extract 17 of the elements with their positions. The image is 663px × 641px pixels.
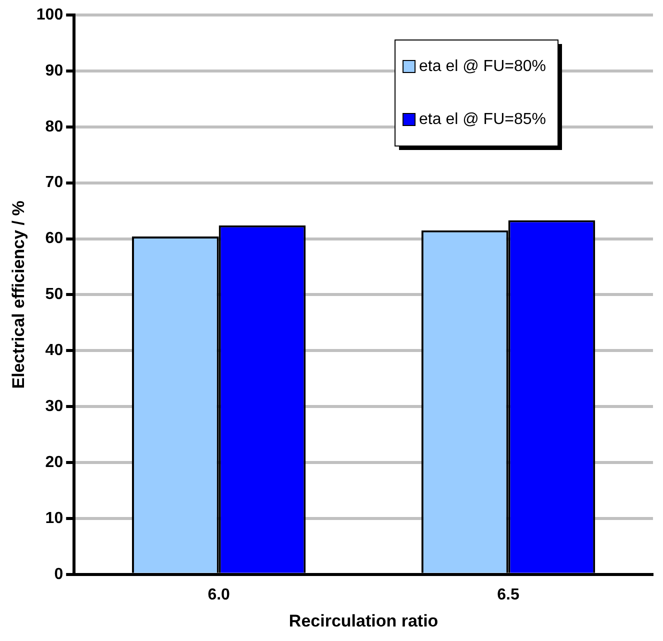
x-tick-label: 6.5 (497, 586, 520, 604)
y-tick-label: 60 (45, 230, 64, 248)
y-tick-label: 50 (45, 286, 64, 304)
y-tick-label: 10 (45, 510, 64, 527)
y-tick-label: 70 (45, 174, 64, 192)
y-tick-label: 80 (45, 118, 64, 136)
y-tick-label: 30 (45, 398, 64, 415)
x-axis-title: Recirculation ratio (288, 611, 438, 630)
x-tick-label: 6.0 (208, 586, 230, 604)
y-axis-title: Electrical efficiency / % (8, 200, 28, 389)
y-tick-label: 20 (45, 454, 64, 471)
y-tick-label: 0 (54, 566, 64, 583)
y-tick-label: 100 (36, 6, 64, 24)
y-tick-label: 90 (45, 62, 64, 80)
y-tick-label: 40 (45, 342, 64, 360)
legend-label: eta el @ FU=85% (419, 110, 546, 128)
legend-label: eta el @ FU=80% (419, 58, 546, 75)
